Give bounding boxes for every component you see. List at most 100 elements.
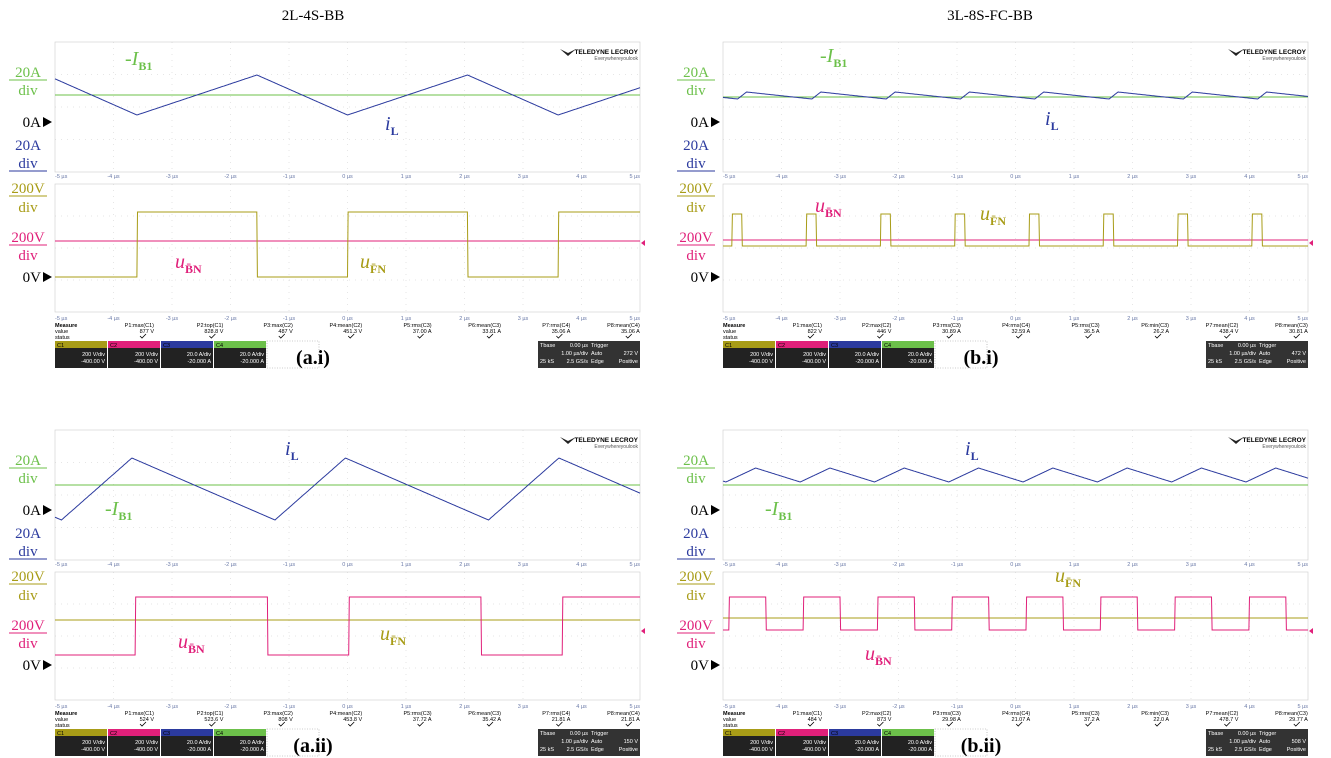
channel-offset: -400.00 V	[81, 359, 105, 365]
signal-subscript: L	[971, 449, 979, 463]
measure-value: 523.6 V	[204, 717, 223, 723]
measure-value: 453.8 V	[343, 717, 362, 723]
channel-offset: -400.00 V	[134, 359, 158, 365]
channel-scale: 20.0 A/div	[908, 352, 932, 358]
channel-name: C2	[778, 731, 785, 737]
scale-label: 20A	[15, 453, 41, 469]
time-tick-label: -5 µs	[55, 316, 68, 322]
zero-marker	[711, 117, 720, 127]
scale-label: div	[686, 200, 706, 216]
time-tick-label: -2 µs	[224, 316, 237, 322]
channel-name: C3	[163, 343, 170, 349]
timebase-mode: Auto	[1259, 739, 1270, 745]
measure-value: 478.7 V	[1219, 717, 1238, 723]
scale-label: 200V	[11, 618, 45, 634]
time-tick-label: 0 µs	[1010, 174, 1021, 180]
time-tick-label: 3 µs	[1186, 704, 1197, 710]
time-tick-label: 0 µs	[342, 174, 353, 180]
scale-label: 0A	[23, 503, 42, 519]
channel-name: C1	[57, 731, 64, 737]
time-tick-label: 1 µs	[1069, 174, 1080, 180]
channel-offset: -400.00 V	[749, 747, 773, 753]
measure-value: 828.8 V	[204, 329, 223, 335]
time-tick-label: 2 µs	[459, 562, 470, 568]
time-tick-label: 3 µs	[1186, 316, 1197, 322]
measure-value: 446 V	[877, 329, 892, 335]
time-tick-label: 1 µs	[401, 704, 412, 710]
scope-panel: -5 µs-5 µs-4 µs-4 µs-3 µs-3 µs-2 µs-2 µs…	[9, 42, 645, 369]
timebase-slope: Positive	[1287, 747, 1306, 753]
measure-header: status	[723, 335, 738, 341]
channel-name: C1	[57, 343, 64, 349]
time-tick-label: 1 µs	[1069, 704, 1080, 710]
timebase-delay: 0.00 µs	[1238, 731, 1256, 737]
channel-scale: 200 V/div	[750, 740, 773, 746]
channel-offset: -400.00 V	[134, 747, 158, 753]
measure-value: 822 V	[808, 329, 823, 335]
time-tick-label: -3 µs	[834, 704, 847, 710]
logo-tagline: Everywhereyoulook	[1262, 56, 1306, 62]
time-tick-label: 0 µs	[1010, 316, 1021, 322]
time-tick-label: 3 µs	[1186, 562, 1197, 568]
measure-header: status	[55, 335, 70, 341]
channel-offset: -20.000 A	[908, 747, 932, 753]
time-tick-label: -2 µs	[892, 704, 905, 710]
trigger-marker	[641, 628, 645, 634]
time-tick-label: 2 µs	[1127, 174, 1138, 180]
timebase-mode: Auto	[591, 739, 602, 745]
trigger-marker	[1309, 628, 1313, 634]
time-tick-label: -5 µs	[723, 316, 736, 322]
timebase-trigger: Trigger	[1259, 731, 1276, 737]
scale-label: div	[686, 636, 706, 652]
time-tick-label: 0 µs	[342, 704, 353, 710]
zero-marker	[711, 505, 720, 515]
time-tick-label: 3 µs	[518, 174, 529, 180]
time-tick-label: 5 µs	[629, 174, 640, 180]
measure-value: 524 V	[140, 717, 155, 723]
measure-value: 487 V	[278, 329, 293, 335]
scale-label: 0V	[23, 658, 42, 674]
scale-label: div	[686, 544, 706, 560]
time-tick-label: 3 µs	[518, 562, 529, 568]
channel-scale: 20.0 A/div	[240, 352, 264, 358]
time-tick-label: 1 µs	[401, 174, 412, 180]
time-tick-label: -2 µs	[224, 174, 237, 180]
panel-label: (a.ii)	[293, 735, 332, 757]
timebase-type: Edge	[591, 359, 604, 365]
timebase-samples: 25 kS	[540, 359, 554, 365]
timebase-slope: Positive	[619, 359, 638, 365]
time-tick-label: 1 µs	[1069, 316, 1080, 322]
scale-label: 200V	[679, 230, 713, 246]
channel-scale: 20.0 A/div	[908, 740, 932, 746]
time-tick-label: -2 µs	[892, 316, 905, 322]
time-tick-label: -2 µs	[892, 562, 905, 568]
timebase-scale: 1.00 µs/div	[561, 739, 588, 745]
channel-name: C3	[831, 343, 838, 349]
measure-value: 35.42 A	[482, 717, 501, 723]
measure-value: 873 V	[877, 717, 892, 723]
time-tick-label: 1 µs	[401, 562, 412, 568]
signal-subscript: F̄N	[390, 634, 406, 648]
scale-label: 200V	[679, 181, 713, 197]
timebase-scale: 1.00 µs/div	[561, 351, 588, 357]
time-tick-label: 5 µs	[629, 316, 640, 322]
measure-value: 29.77 A	[1289, 717, 1308, 723]
scale-label: 20A	[683, 453, 709, 469]
signal-subscript: F̄N	[1065, 576, 1081, 590]
channel-scale: 200 V/div	[803, 352, 826, 358]
time-tick-label: 0 µs	[1010, 562, 1021, 568]
signal-subscript: L	[391, 124, 399, 138]
trigger-level: 472 V	[1292, 351, 1307, 357]
time-tick-label: -1 µs	[951, 174, 964, 180]
time-tick-label: -5 µs	[55, 704, 68, 710]
time-tick-label: -1 µs	[283, 174, 296, 180]
timebase-delay: 0.00 µs	[570, 731, 588, 737]
time-tick-label: -4 µs	[775, 562, 788, 568]
time-tick-label: -4 µs	[107, 704, 120, 710]
logo-tagline: Everywhereyoulook	[594, 56, 638, 62]
channel-scale: 20.0 A/div	[240, 740, 264, 746]
time-tick-label: -1 µs	[283, 704, 296, 710]
channel-name: C3	[831, 731, 838, 737]
time-tick-label: 4 µs	[1244, 704, 1255, 710]
scale-label: 20A	[683, 65, 709, 81]
